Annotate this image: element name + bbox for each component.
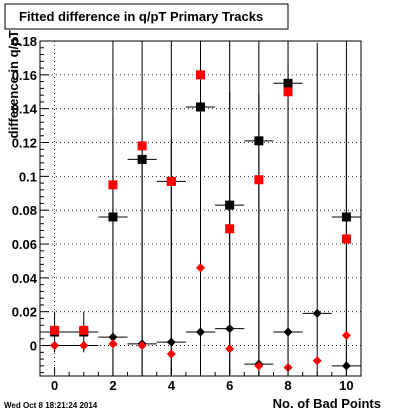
- diamond-marker: [225, 344, 235, 354]
- square-marker: [341, 212, 351, 222]
- square-marker: [341, 234, 351, 244]
- diamond-marker: [166, 349, 176, 359]
- diamond-marker: [341, 330, 351, 340]
- data-points: [50, 70, 351, 373]
- diamond-marker: [108, 332, 118, 342]
- diamond-marker: [312, 356, 322, 366]
- square-marker: [50, 325, 60, 335]
- diamond-marker: [225, 324, 235, 334]
- y-tick-label: 0.16: [12, 68, 37, 83]
- y-tick-label: 0.06: [12, 237, 37, 252]
- square-marker: [108, 180, 118, 190]
- y-tick-label: 0.02: [12, 305, 37, 320]
- diamond-marker: [166, 337, 176, 347]
- x-tick-label: 10: [339, 378, 353, 393]
- diamond-marker: [283, 327, 293, 337]
- y-tick-label: 0.1: [19, 169, 37, 184]
- title-box: Fitted difference in q/pT Primary Tracks: [4, 3, 289, 30]
- diamond-marker: [254, 361, 264, 371]
- square-marker: [225, 224, 235, 234]
- diamond-marker: [137, 341, 147, 351]
- square-marker: [254, 136, 264, 146]
- diamond-marker: [312, 308, 322, 318]
- diamond-marker: [79, 341, 89, 351]
- square-marker: [196, 102, 205, 112]
- x-tick-label: 0: [51, 378, 58, 393]
- timestamp: Wed Oct 8 18:21:24 2014: [4, 401, 98, 410]
- diamond-marker: [50, 341, 60, 351]
- y-tick-label: 0.12: [12, 136, 37, 151]
- square-marker: [79, 325, 89, 335]
- y-tick-label: 0.08: [12, 203, 37, 218]
- y-axis-label: difference in q/pT: [6, 30, 21, 138]
- y-tick-label: 0: [30, 339, 37, 354]
- square-marker: [254, 175, 264, 185]
- square-marker: [225, 200, 235, 210]
- x-tick-label: 4: [168, 378, 176, 393]
- chart-title: Fitted difference in q/pT Primary Tracks: [19, 9, 263, 24]
- x-tick-label: 6: [226, 378, 233, 393]
- square-marker: [196, 70, 205, 80]
- square-marker: [137, 141, 147, 151]
- square-marker: [137, 154, 147, 164]
- diamond-marker: [108, 339, 118, 349]
- axis-ticks: 0 2 4 6 8 10 0 0.02 0.04 0.06 0.08 0.1 0.12 0.14 0.16 0…: [12, 34, 362, 393]
- y-tick-label: 0.14: [12, 102, 38, 117]
- diamond-marker: [196, 263, 205, 273]
- square-marker: [166, 176, 176, 186]
- error-bars: [40, 41, 361, 376]
- y-tick-label: 0.04: [12, 271, 38, 286]
- square-marker: [283, 87, 293, 97]
- x-tick-label: 2: [109, 378, 116, 393]
- x-axis-label: No. of Bad Points: [273, 396, 381, 411]
- y-tick-label: 0.18: [12, 34, 37, 49]
- x-tick-label: 8: [284, 378, 291, 393]
- square-marker: [283, 78, 293, 88]
- diamond-marker: [196, 327, 205, 337]
- square-marker: [108, 212, 118, 222]
- diamond-marker: [341, 361, 351, 371]
